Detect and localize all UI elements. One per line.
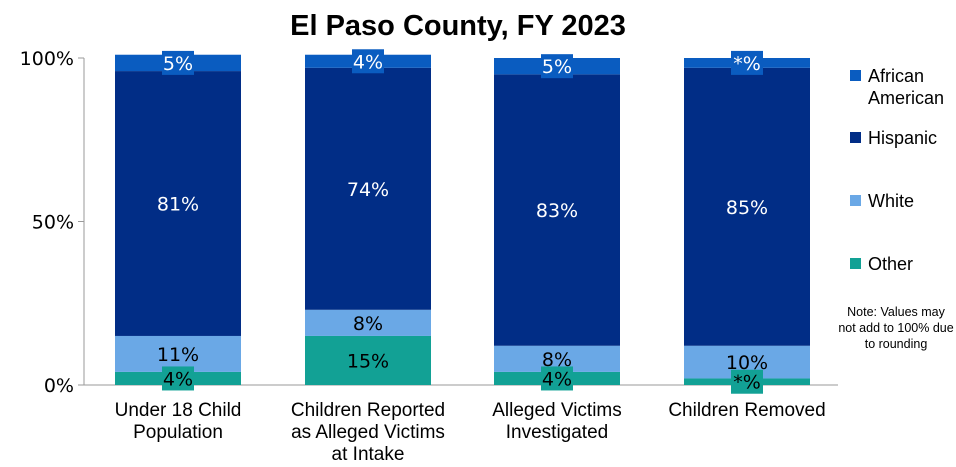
data-label: 4%	[163, 368, 193, 390]
x-tick-label: Children Reported	[291, 400, 445, 421]
data-label: *%	[733, 372, 761, 394]
data-label: 81%	[157, 194, 199, 216]
data-label: 4%	[542, 368, 572, 390]
x-tick-label: Under 18 Child	[115, 400, 242, 421]
legend-swatch	[850, 258, 861, 269]
x-tick-label: Alleged Victims	[492, 400, 622, 421]
legend-label: White	[868, 191, 914, 211]
data-label: 8%	[353, 313, 383, 335]
legend-swatch	[850, 70, 861, 81]
y-tick-label: 100%	[20, 48, 74, 70]
x-tick-label: Population	[133, 422, 223, 443]
rounding-note: Note: Values may not add to 100% due to …	[838, 305, 954, 351]
legend-label: American	[868, 88, 944, 108]
bar-segment	[684, 67, 810, 346]
data-label: 15%	[347, 350, 389, 372]
chart-title: El Paso County, FY 2023	[290, 10, 626, 42]
legend-label: African	[868, 66, 924, 86]
bar-segment	[494, 74, 620, 346]
data-label: 8%	[542, 349, 572, 371]
bar-segment	[115, 71, 241, 336]
y-tick-label: 0%	[44, 375, 74, 397]
legend-label: Hispanic	[868, 128, 937, 148]
bar-segment	[305, 335, 431, 385]
data-label: 83%	[536, 200, 578, 222]
legend-swatch	[850, 195, 861, 206]
data-label-box	[352, 49, 384, 74]
legend-label: Other	[868, 254, 913, 274]
data-label: 4%	[353, 51, 383, 73]
bar-segment	[305, 67, 431, 310]
legend-swatch	[850, 132, 861, 143]
data-label-box	[731, 369, 763, 394]
data-label: 5%	[542, 56, 572, 78]
x-tick-label: Investigated	[506, 422, 608, 443]
data-label: 74%	[347, 179, 389, 201]
bar-segment	[305, 309, 431, 336]
x-tick-label: as Alleged Victims	[291, 422, 445, 443]
data-label-box	[162, 366, 194, 391]
x-tick-label: at Intake	[332, 444, 405, 465]
data-label-box	[731, 50, 763, 75]
data-label: 11%	[157, 344, 199, 366]
bar-segment	[115, 335, 241, 372]
data-label: 5%	[163, 53, 193, 75]
data-label: 85%	[726, 197, 768, 219]
data-label-box	[162, 50, 194, 75]
data-label-box	[541, 366, 573, 391]
data-label-box	[541, 54, 573, 79]
y-tick-label: 50%	[32, 212, 74, 234]
data-label: 10%	[726, 352, 768, 374]
x-tick-label: Children Removed	[668, 400, 825, 421]
data-label: *%	[733, 53, 761, 75]
